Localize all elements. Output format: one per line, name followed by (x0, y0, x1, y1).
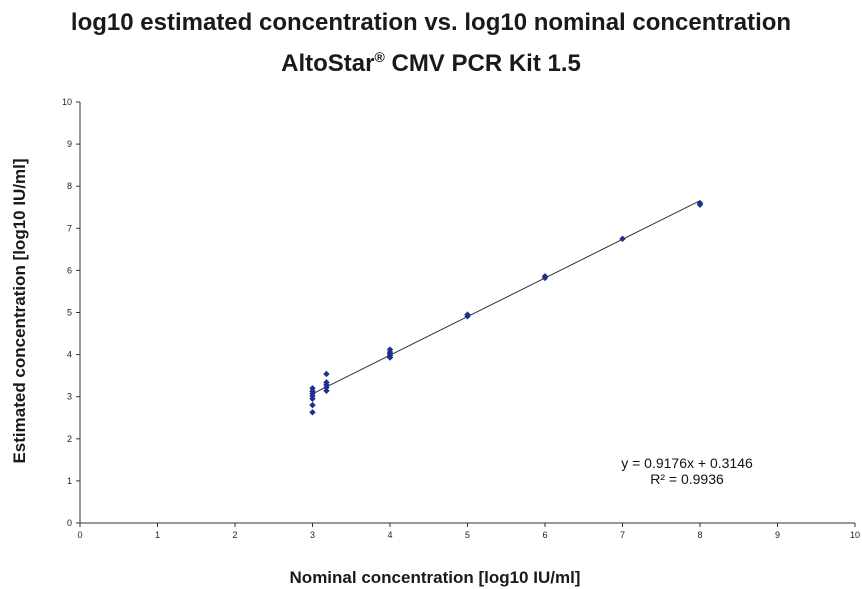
data-point (323, 387, 330, 395)
trendline-layer (312, 200, 701, 395)
y-tick-label: 7 (67, 223, 72, 233)
r-squared-label: R² = 0.9936 (650, 471, 724, 487)
trendline-equation: y = 0.9176x + 0.3146 (621, 455, 753, 471)
x-tick-label: 7 (620, 530, 625, 540)
axis-ticks: 0 1 2 3 4 5 6 7 8 9 10 0 1 2 3 4 5 6 7 8 9 10 (62, 97, 860, 540)
x-tick-label: 10 (850, 530, 860, 540)
data-point (309, 409, 316, 416)
y-tick-label: 3 (67, 392, 72, 402)
x-tick-label: 6 (542, 530, 547, 540)
data-point (323, 379, 330, 386)
trendline (312, 200, 701, 395)
registered-mark: ® (374, 49, 385, 65)
data-point (309, 401, 316, 409)
data-point (464, 311, 471, 318)
y-tick-label: 4 (67, 350, 72, 360)
x-tick-label: 0 (77, 530, 82, 540)
chart-title-line-1: log10 estimated concentration vs. log10 … (70, 9, 792, 36)
y-tick-label: 2 (67, 434, 72, 444)
chart-title-line-2: AltoStar® CMV PCR Kit 1.5 (0, 42, 862, 79)
y-tick-label: 9 (67, 139, 72, 149)
data-point (309, 385, 316, 392)
x-tick-label: 8 (697, 530, 702, 540)
chart-subtitle-product: CMV PCR Kit 1.5 (384, 50, 581, 77)
y-tick-label: 8 (67, 181, 72, 191)
x-tick-label: 5 (465, 530, 470, 540)
data-point (323, 370, 330, 378)
chart-subtitle-brand: AltoStar (281, 50, 375, 77)
x-tick-label: 3 (310, 530, 315, 540)
y-tick-label: 5 (67, 308, 72, 318)
x-tick-label: 2 (232, 530, 237, 540)
x-tick-label: 9 (775, 530, 780, 540)
y-axis-title: Estimated concentration [log10 IU/ml] (10, 158, 29, 463)
x-tick-label: 1 (155, 530, 160, 540)
y-tick-label: 1 (67, 476, 72, 486)
y-tick-label: 0 (67, 518, 72, 528)
y-tick-label: 6 (67, 265, 72, 275)
data-points (309, 199, 704, 416)
data-point (386, 346, 394, 353)
data-point (696, 199, 704, 207)
data-point (541, 273, 549, 280)
x-axis-title: Nominal concentration [log10 IU/ml] (290, 568, 581, 587)
y-tick-label: 10 (62, 97, 72, 107)
x-tick-label: 4 (387, 530, 392, 540)
data-point (619, 235, 626, 243)
